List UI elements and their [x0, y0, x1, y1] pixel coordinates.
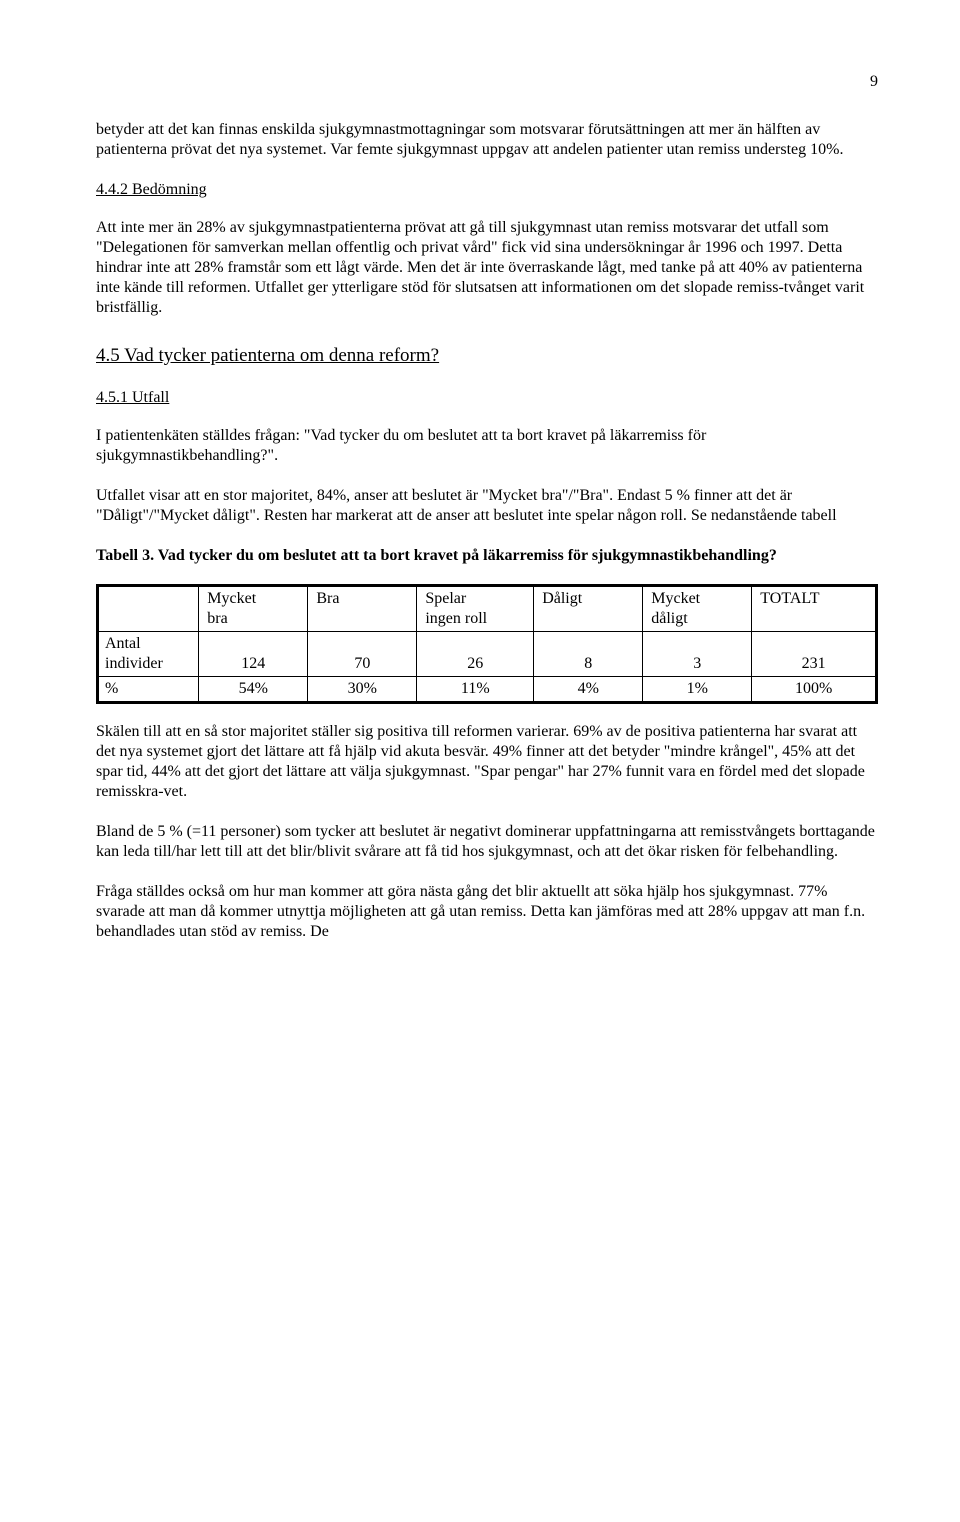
cell-antal-totalt: 231 [752, 631, 877, 676]
table-row-percent: % 54% 30% 11% 4% 1% 100% [98, 676, 877, 702]
cell-antal-mycket-bra: 124 [199, 631, 308, 676]
col-mycket-daligt: Mycketdåligt [643, 585, 752, 631]
rowlabel-antal: Antalindivider [98, 631, 199, 676]
cell-pct-mycket-bra: 54% [199, 676, 308, 702]
rowlabel-percent: % [98, 676, 199, 702]
paragraph-reasons: Skälen till att en så stor majoritet stä… [96, 722, 878, 802]
col-spelar-ingen-roll: Spelaringen roll [417, 585, 534, 631]
heading-45: 4.5 Vad tycker patienterna om denna refo… [96, 344, 878, 368]
heading-451: 4.5.1 Utfall [96, 388, 878, 408]
paragraph-451-result: Utfallet visar att en stor majoritet, 84… [96, 486, 878, 526]
paragraph-442-body: Att inte mer än 28% av sjukgymnastpatien… [96, 218, 878, 318]
col-daligt: Dåligt [534, 585, 643, 631]
table-title: Tabell 3. Vad tycker du om beslutet att … [96, 546, 878, 566]
table-header-row: Mycketbra Bra Spelaringen roll Dåligt My… [98, 585, 877, 631]
cell-antal-daligt: 8 [534, 631, 643, 676]
paragraph-next-time: Fråga ställdes också om hur man kommer a… [96, 882, 878, 942]
cell-pct-mycket-daligt: 1% [643, 676, 752, 702]
paragraph-451-q: I patientenkäten ställdes frågan: "Vad t… [96, 426, 878, 466]
table-row-antal: Antalindivider 124 70 26 8 3 231 [98, 631, 877, 676]
page-number: 9 [96, 72, 878, 92]
cell-pct-bra: 30% [308, 676, 417, 702]
col-mycket-bra: Mycketbra [199, 585, 308, 631]
col-totalt: TOTALT [752, 585, 877, 631]
cell-antal-mycket-daligt: 3 [643, 631, 752, 676]
cell-pct-spelar: 11% [417, 676, 534, 702]
table-3: Mycketbra Bra Spelaringen roll Dåligt My… [96, 584, 878, 704]
paragraph-intro: betyder att det kan finnas enskilda sjuk… [96, 120, 878, 160]
paragraph-negative: Bland de 5 % (=11 personer) som tycker a… [96, 822, 878, 862]
cell-pct-totalt: 100% [752, 676, 877, 702]
col-bra: Bra [308, 585, 417, 631]
cell-pct-daligt: 4% [534, 676, 643, 702]
heading-442: 4.4.2 Bedömning [96, 180, 878, 200]
table-corner-cell [98, 585, 199, 631]
cell-antal-bra: 70 [308, 631, 417, 676]
cell-antal-spelar: 26 [417, 631, 534, 676]
